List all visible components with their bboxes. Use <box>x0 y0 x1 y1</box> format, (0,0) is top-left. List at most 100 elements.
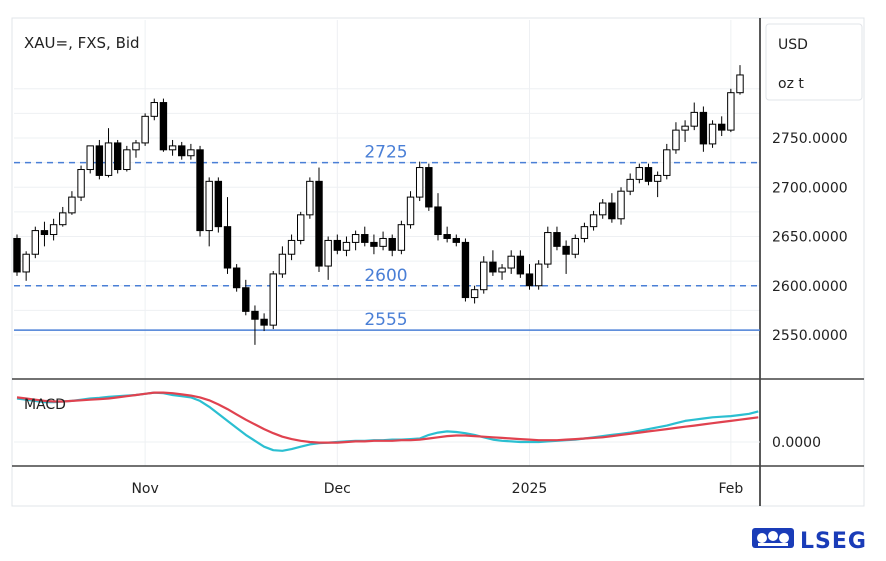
x-tick-label: 2025 <box>512 481 548 497</box>
candle-body <box>498 267 506 273</box>
candle-body <box>49 224 58 236</box>
candle-body <box>168 145 177 151</box>
candle-body <box>599 202 607 216</box>
candle-body <box>470 289 479 299</box>
candle-body <box>287 239 296 255</box>
instrument-label: XAU=, FXS, Bid <box>24 34 140 52</box>
candle-body <box>59 212 67 226</box>
candle-body <box>370 241 378 247</box>
candle-body <box>22 253 30 273</box>
candle-body <box>480 261 488 291</box>
candle-body <box>699 111 708 145</box>
candle-body <box>315 180 323 267</box>
candle-body <box>13 237 21 273</box>
y-tick-label: 2650.0000 <box>772 230 848 246</box>
candle-body <box>452 237 460 243</box>
level-label: 2600 <box>364 266 407 286</box>
candle-body <box>434 206 442 236</box>
candle-body <box>690 111 698 127</box>
level-label: 2725 <box>364 143 407 163</box>
candle-body <box>269 273 277 326</box>
level-label: 2555 <box>364 310 407 330</box>
candle-body <box>242 287 250 312</box>
candle-body <box>205 180 213 232</box>
unit-label: oz t <box>778 76 804 92</box>
candle-body <box>132 142 140 151</box>
candle-body <box>306 180 314 216</box>
candle-body <box>232 267 241 289</box>
macd-panel <box>14 391 760 452</box>
candle-body <box>113 142 122 171</box>
candle-body <box>562 245 570 255</box>
candle-body <box>644 167 653 182</box>
candle-body <box>214 180 223 228</box>
lseg-logo: LSEG <box>752 528 866 554</box>
x-tick-label: Dec <box>324 481 351 497</box>
candle-body <box>443 234 451 239</box>
candle-body <box>388 237 396 251</box>
candle-body <box>736 74 744 94</box>
currency-label: USD <box>778 37 808 53</box>
candle-body <box>159 102 168 151</box>
candle-body <box>223 226 232 269</box>
candle-body <box>379 237 387 247</box>
candle-body <box>672 129 680 151</box>
candle-body <box>40 230 49 236</box>
candle-body <box>77 169 85 198</box>
candle-body <box>544 232 552 265</box>
candle-body <box>178 145 186 157</box>
candle-body <box>653 174 662 182</box>
candle-body <box>489 261 497 273</box>
candle-body <box>342 241 351 251</box>
candles <box>13 65 744 345</box>
candle-body <box>260 318 268 326</box>
candle-body <box>123 149 131 171</box>
macd-y-tick-label: 0.0000 <box>772 435 821 451</box>
candle-body <box>251 310 259 320</box>
y-tick-label: 2600.0000 <box>772 279 848 295</box>
candle-body <box>617 190 625 220</box>
candle-body <box>297 214 305 241</box>
candle-body <box>324 239 332 267</box>
price-axis: 2550.0000 2600.0000 2650.0000 2700.0000 2750… <box>772 131 848 344</box>
level-lines: 2725 2600 2555 <box>14 143 760 331</box>
candle-body <box>589 214 598 228</box>
candle-body <box>507 255 515 269</box>
signal-line <box>16 391 759 444</box>
candle-body <box>580 226 589 239</box>
candle-body <box>187 149 195 157</box>
candle-body <box>516 255 525 275</box>
candle-body <box>361 234 369 243</box>
candle-body <box>278 253 287 275</box>
candle-body <box>663 149 671 176</box>
candle-body <box>608 202 616 220</box>
lseg-crest-icon <box>752 528 794 548</box>
candle-body <box>708 123 717 145</box>
y-tick-label: 2750.0000 <box>772 131 848 147</box>
candle-body <box>141 115 149 144</box>
candle-body <box>571 237 579 255</box>
candle-body <box>534 263 543 287</box>
candle-body <box>626 178 634 192</box>
candle-body <box>95 145 104 176</box>
candle-body <box>461 241 470 299</box>
candle-body <box>525 273 534 287</box>
x-tick-label: Nov <box>131 481 158 497</box>
candle-body <box>681 125 689 131</box>
x-tick-label: Feb <box>718 481 743 497</box>
candle-body <box>68 196 76 214</box>
candle-body <box>86 145 94 171</box>
candle-body <box>553 232 561 247</box>
candle-body <box>196 149 204 232</box>
candle-body <box>717 123 726 131</box>
candle-body <box>104 142 113 176</box>
candle-body <box>425 167 433 208</box>
unit-box <box>765 23 863 101</box>
candle-body <box>333 239 342 251</box>
candle-body <box>415 167 424 198</box>
candle-body <box>727 92 735 131</box>
time-axis: Nov Dec 2025 Feb <box>131 481 743 497</box>
candle-body <box>406 196 415 226</box>
macd-axis: 0.0000 <box>772 435 821 451</box>
